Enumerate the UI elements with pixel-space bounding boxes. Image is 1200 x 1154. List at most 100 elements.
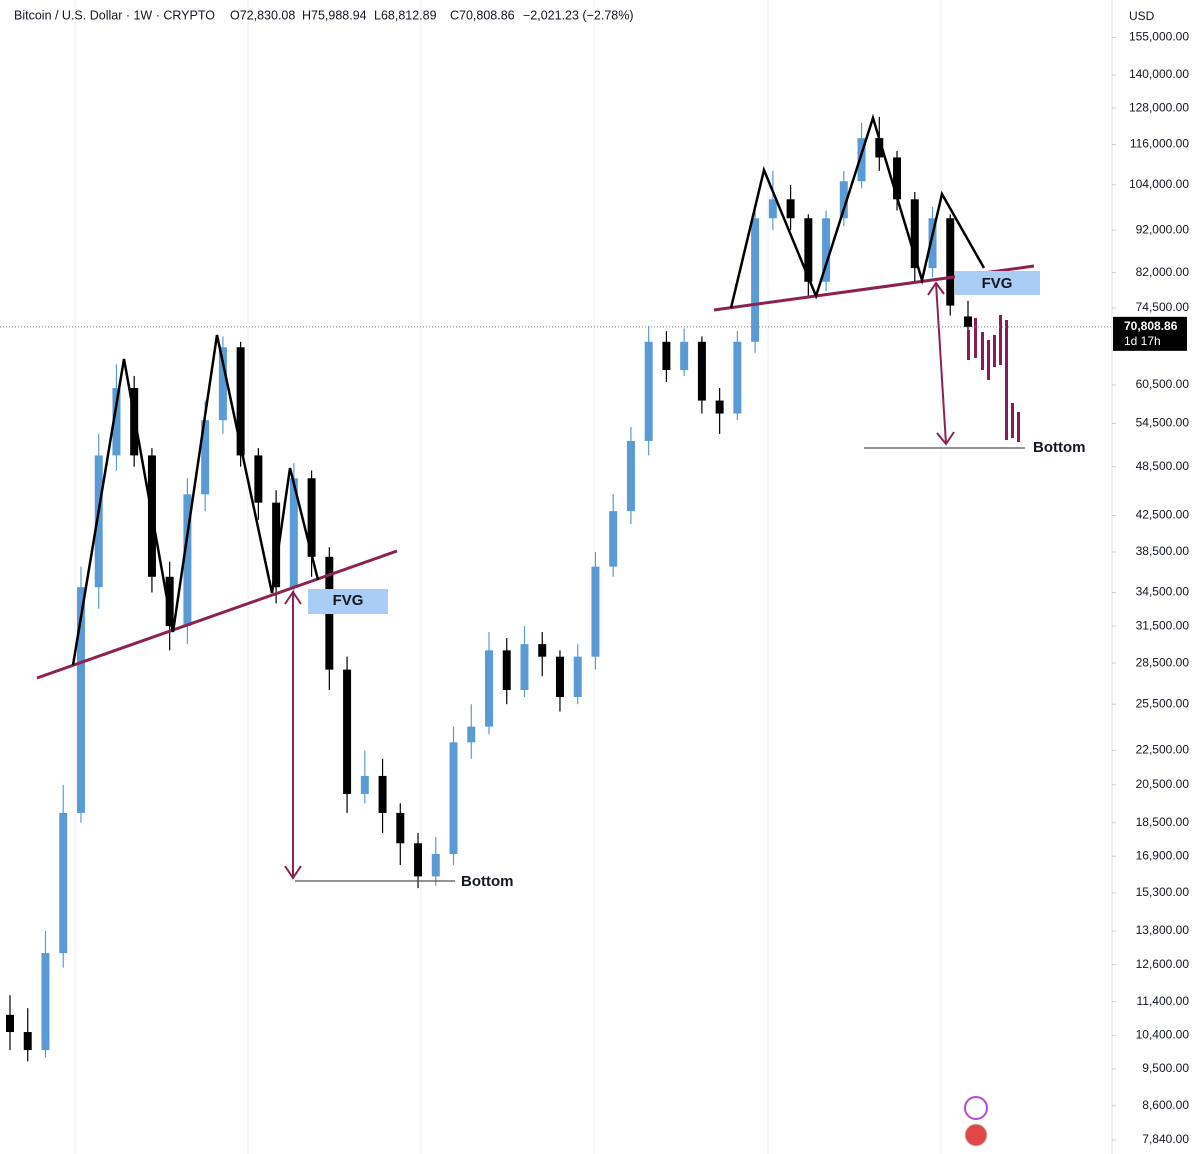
close-label: C70,808.86 [450, 8, 515, 22]
projection-bar [1017, 412, 1020, 442]
projection-bar [987, 340, 990, 380]
candle-body [555, 656, 564, 698]
zigzag [729, 113, 986, 309]
candle-body [697, 341, 706, 401]
icons [964, 1096, 988, 1147]
y-tick-label: 82,000.00 [1136, 265, 1190, 279]
header: Bitcoin / U.S. Dollar · 1W · CRYPTO O72,… [14, 8, 634, 22]
candle-body [165, 576, 174, 627]
candle-body [768, 199, 777, 219]
candle-body [928, 218, 937, 269]
fvg-label: FVG [333, 592, 364, 609]
arrow-head [927, 281, 945, 296]
candle-body [378, 775, 387, 813]
zigzag [71, 334, 320, 666]
fvg-label: FVG [982, 275, 1013, 292]
fvg-box [955, 271, 1040, 295]
candle-body [396, 812, 405, 844]
y-tick-label: 15,300.00 [1136, 885, 1190, 899]
candle-body [804, 218, 813, 282]
candle-body [839, 181, 848, 219]
projection-bar [1005, 320, 1008, 440]
candle-body [733, 341, 742, 414]
candle-body [41, 953, 50, 1051]
y-tick-label: 48,500.00 [1136, 459, 1190, 473]
y-tick-label: 140,000.00 [1129, 67, 1189, 81]
candle-body [289, 478, 298, 588]
symbol: Bitcoin / U.S. Dollar · 1W · CRYPTO [14, 8, 215, 22]
projection-bar [999, 315, 1002, 365]
currency-box[interactable] [1118, 4, 1196, 30]
candle-body [964, 316, 972, 327]
candle-body [307, 478, 316, 557]
y-tick-label: 28,500.00 [1136, 655, 1190, 669]
candle-body [414, 843, 423, 877]
y-tick-label: 22,500.00 [1136, 743, 1190, 757]
candle-body [626, 440, 635, 512]
fvg-box [308, 589, 388, 614]
y-tick-label: 8,600.00 [1142, 1098, 1189, 1112]
candle-body [467, 726, 476, 743]
y-tick-label: 12,600.00 [1136, 957, 1190, 971]
arrow-head [284, 590, 302, 605]
y-tick-label: 11,400.00 [1137, 994, 1190, 1008]
icon[interactable] [964, 1096, 988, 1120]
projection-bar [974, 318, 977, 358]
candle-body [485, 650, 493, 727]
candle-body [360, 775, 369, 794]
change-label: −2,021.23 (−2.78%) [523, 8, 634, 22]
y-tick-label: 25,500.00 [1136, 696, 1190, 710]
candle-body [236, 347, 245, 456]
y-tick-label: 155,000.00 [1129, 30, 1189, 44]
y-tick-label: 13,800.00 [1136, 923, 1190, 937]
candle-body [254, 455, 263, 503]
candle-body [272, 502, 281, 588]
y-tick-label: 104,000.00 [1129, 177, 1189, 191]
y-tick-label: 9,500.00 [1142, 1061, 1189, 1075]
candle-body [644, 341, 653, 441]
candle-body [875, 138, 884, 158]
candle-body [112, 388, 121, 456]
drawings [36, 113, 1040, 882]
y-tick-label: 54,500.00 [1136, 416, 1190, 430]
candle-body [893, 157, 902, 200]
y-tick-label: 16,900.00 [1136, 848, 1190, 862]
candle-body [910, 199, 919, 269]
y-tick-label: 42,500.00 [1136, 508, 1190, 522]
open-label: O72,830.08 [230, 8, 295, 22]
candle-body [502, 650, 511, 690]
y-tick-label: 18,500.00 [1136, 815, 1190, 829]
arrow-head [284, 865, 302, 880]
candle-body [609, 511, 618, 567]
currency[interactable]: USD [1129, 9, 1155, 23]
candle-body [449, 742, 458, 855]
projection-bar [967, 330, 970, 360]
candle-body [431, 854, 440, 877]
y-tick-label: 20,500.00 [1136, 777, 1190, 791]
candle-body [59, 812, 68, 954]
icon[interactable] [964, 1123, 988, 1147]
candle-body [23, 1032, 32, 1051]
candle-body [751, 218, 760, 342]
y-tick-label: 38,500.00 [1136, 544, 1190, 558]
high-label: H75,988.94 [302, 8, 367, 22]
candle-body [822, 218, 831, 282]
candle-body [573, 656, 582, 698]
candle-body [662, 341, 671, 371]
candle-body [520, 644, 529, 690]
bottom-label: Bottom [1033, 439, 1086, 456]
low-label: L68,812.89 [374, 8, 437, 22]
candle-body [538, 644, 547, 657]
candle-body [76, 587, 85, 813]
y-tick-label: 34,500.00 [1136, 585, 1190, 599]
candle-body [6, 1014, 14, 1033]
candle-body [680, 341, 689, 371]
y-tick-label: 92,000.00 [1136, 222, 1190, 236]
candle-body [591, 566, 600, 657]
arrow-head [936, 431, 955, 446]
candle-body [343, 669, 352, 794]
candle-body [857, 138, 866, 182]
candle-body [218, 347, 227, 421]
projection-bar [993, 335, 996, 367]
